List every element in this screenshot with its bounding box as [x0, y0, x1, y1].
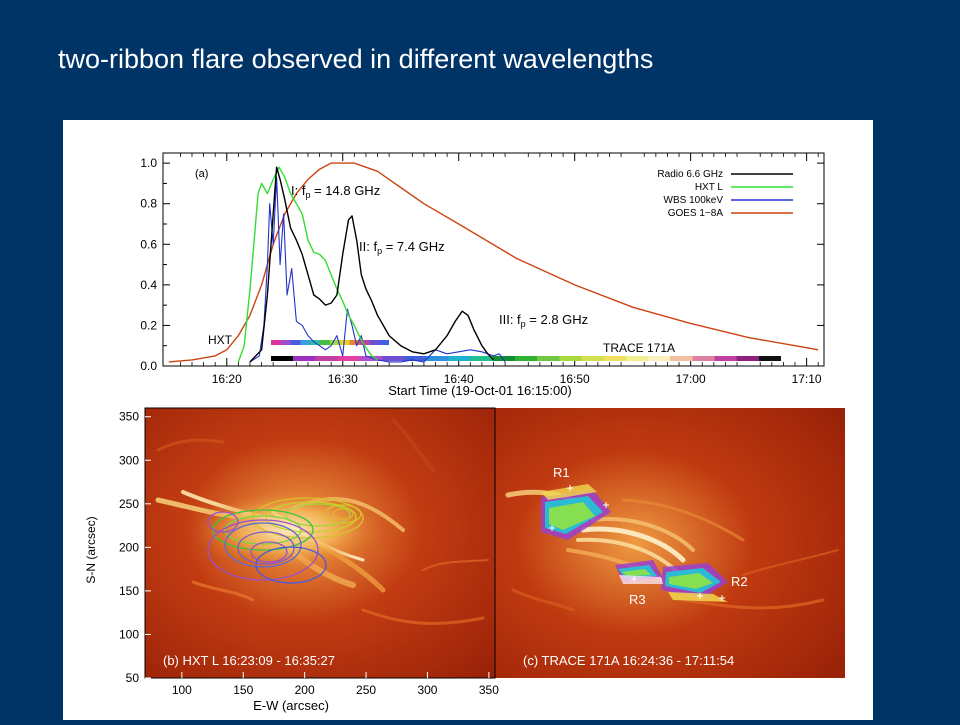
x-tick-label: 17:00	[676, 372, 706, 386]
y-axis-ticks: 0.0 0.2 0.4 0.6 0.8 1.0	[140, 156, 824, 373]
series-line-0	[249, 166, 495, 363]
y-tick-label: 0.6	[140, 237, 157, 251]
image-x-tick-label: 300	[417, 683, 437, 697]
y-tick-label: 0.8	[140, 197, 157, 211]
panel-b: (b) HXT L 16:23:09 - 16:35:27	[145, 408, 495, 678]
image-ylabel: S-N (arcsec)	[84, 516, 98, 583]
series-lines	[168, 162, 819, 363]
x-tick-label: 16:40	[444, 372, 474, 386]
panel-b-label: (b) HXT L 16:23:09 - 16:35:27	[163, 653, 335, 668]
y-tick-label: 0.0	[140, 359, 157, 373]
image-y-tick-label: 150	[119, 584, 139, 598]
annotation-I-text: I: f	[291, 183, 306, 198]
annotation-II-sub: p	[377, 246, 382, 256]
svg-text:III: fp = 2.8 GHz: III: fp = 2.8 GHz	[499, 312, 588, 329]
figure-panel: 0.0 0.2 0.4 0.6 0.8 1.0 16:20 16:30 16:40 16:50 1…	[63, 120, 873, 720]
panel-a-frame	[162, 152, 825, 367]
annotation-II: II: fp = 7.4 GHz	[359, 239, 445, 256]
image-xlabel: E-W (arcsec)	[253, 698, 329, 713]
image-y-tick-label: 350	[119, 410, 139, 424]
ribbon-r1	[541, 484, 611, 540]
ribbon-r3	[615, 560, 663, 584]
trace-bars	[271, 340, 781, 361]
series-line-3	[168, 162, 819, 363]
image-x-tick-label: 250	[356, 683, 376, 697]
figure-svg: 0.00.20.40.60.81.0 16:20 16:30 16:40 16:50 1…	[84, 152, 845, 713]
panel-c-label: (c) TRACE 171A 16:24:36 - 17:11:54	[523, 653, 734, 668]
panel-a-xlabel: Start Time (19-Oct-01 16:15:00)	[388, 383, 572, 398]
annotation-II-text: II: f	[359, 239, 377, 254]
y-tick-label: 0.2	[140, 318, 157, 332]
region-label-r1: R1	[553, 465, 570, 480]
x-tick-label: 17:10	[792, 372, 822, 386]
y-tick-label: 1.0	[140, 156, 157, 170]
x-tick-label: 16:50	[560, 372, 590, 386]
x-tick-label: 16:30	[328, 372, 358, 386]
annotation-I-sub: p	[305, 190, 310, 200]
legend: Radio 6.6 GHz HXT L WBS 100keV GOES 1−8A	[657, 169, 793, 219]
image-axes-frame	[144, 407, 496, 679]
annotation-I-suffix: = 14.8 GHz	[310, 183, 380, 198]
ribbon-crosses	[549, 485, 725, 601]
x-axis-ticks: 16:20 16:30 16:40 16:50 17:00 17:10	[179, 153, 822, 386]
panel-a: 0.00.20.40.60.81.0 16:20 16:30 16:40 16:50 1…	[140, 152, 825, 398]
region-label-r3: R3	[629, 592, 646, 607]
annotation-III-text: III: f	[499, 312, 521, 327]
image-x-tick-label: 150	[233, 683, 253, 697]
legend-label: WBS 100keV	[664, 195, 724, 206]
x-tick-label: 16:20	[212, 372, 242, 386]
hxt-colorbar	[271, 340, 389, 345]
image-x-tick-label: 100	[172, 683, 192, 697]
trace-colorbar	[271, 356, 781, 361]
image-y-tick-label: 100	[119, 627, 139, 641]
image-y-tick-label: 250	[119, 497, 139, 511]
legend-label: Radio 6.6 GHz	[657, 169, 723, 180]
image-y-tick-label: 300	[119, 453, 139, 467]
annotation-II-suffix: = 7.4 GHz	[382, 239, 445, 254]
annotation-III: III: fp = 2.8 GHz	[499, 312, 588, 329]
hxt-contours	[207, 497, 364, 584]
ribbon-r2	[661, 563, 728, 602]
annotation-III-sub: p	[521, 319, 526, 329]
legend-label: GOES 1−8A	[668, 208, 724, 219]
image-y-ticks: 50 100 150 200 250 300 350	[119, 410, 151, 685]
series-line-1	[237, 166, 378, 363]
panel-c: R1 R2 R3 (c) TRACE 171A 16:24:36 - 17:11…	[495, 408, 845, 678]
annotation-I: I: fp = 14.8 GHz	[291, 183, 380, 200]
image-x-tick-label: 350	[479, 683, 499, 697]
panel-c-image	[495, 408, 845, 678]
annotation-trace: TRACE 171A	[603, 341, 675, 355]
image-x-ticks: 100 150 200 250 300 350	[172, 672, 499, 697]
panel-a-label: (a)	[195, 168, 208, 180]
series-line-2	[249, 176, 506, 363]
slide-title: two-ribbon flare observed in different w…	[58, 44, 654, 74]
annotation-hxt: HXT	[208, 333, 233, 347]
image-y-tick-label: 50	[126, 671, 140, 685]
svg-text:II: fp = 7.4 GHz: II: fp = 7.4 GHz	[359, 239, 445, 256]
y-tick-label: 0.4	[140, 278, 157, 292]
image-x-tick-label: 200	[295, 683, 315, 697]
legend-label: HXT L	[695, 182, 724, 193]
annotation-III-suffix: = 2.8 GHz	[526, 312, 589, 327]
region-label-r2: R2	[731, 574, 748, 589]
svg-text:I: fp = 14.8 GHz: I: fp = 14.8 GHz	[291, 183, 380, 200]
image-y-tick-label: 200	[119, 540, 139, 554]
